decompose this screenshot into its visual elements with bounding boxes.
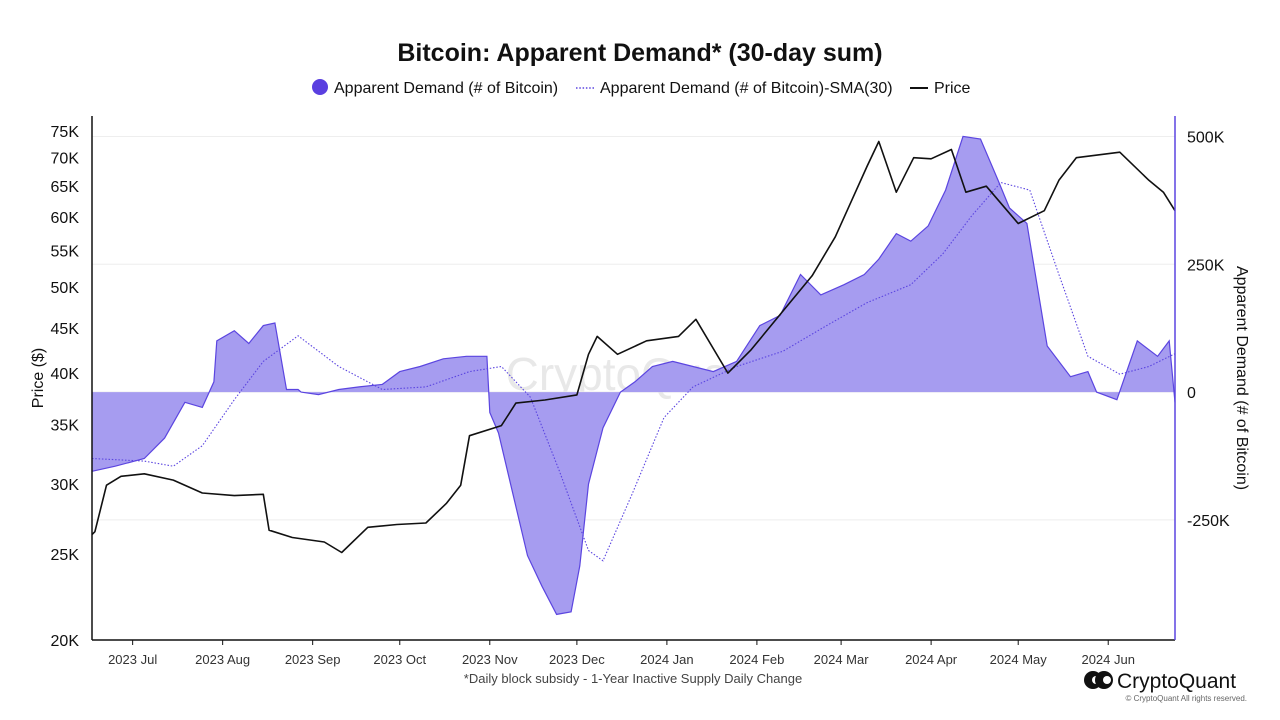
legend-demand-swatch — [312, 79, 328, 95]
right-tick-label-0: 500K — [1187, 129, 1225, 146]
legend-item-price: Price — [934, 80, 971, 97]
left-tick-label-50k: 50K — [51, 280, 80, 297]
footnote: *Daily block subsidy - 1-Year Inactive S… — [464, 671, 802, 686]
brand-logo: CryptoQuant — [1084, 670, 1236, 693]
x-tick-label-0: 2023 Jul — [108, 652, 157, 667]
x-tick-label-9: 2024 Apr — [905, 652, 958, 667]
legend: Apparent Demand (# of Bitcoin) Apparent … — [312, 79, 971, 97]
x-tick-label-7: 2024 Feb — [729, 652, 784, 667]
chart-title: Bitcoin: Apparent Demand* (30-day sum) — [397, 39, 882, 67]
series-layer — [91, 135, 1176, 616]
left-tick-label-60k: 60K — [51, 210, 80, 227]
x-tick-label-1: 2023 Aug — [195, 652, 250, 667]
sma-line — [91, 181, 1176, 562]
x-tick-label-10: 2024 May — [990, 652, 1048, 667]
x-tick-label-5: 2023 Dec — [549, 652, 605, 667]
legend-item-sma: Apparent Demand (# of Bitcoin)-SMA(30) — [600, 80, 893, 97]
left-tick-label-75k: 75K — [51, 124, 80, 141]
brand-name: CryptoQuant — [1117, 670, 1236, 693]
left-tick-label-45k: 45K — [51, 321, 80, 338]
x-tick-label-2: 2023 Sep — [285, 652, 341, 667]
left-axis-label: Price ($) — [30, 348, 47, 408]
x-tick-label-3: 2023 Oct — [373, 652, 426, 667]
right-tick-label-3: -250K — [1187, 513, 1230, 530]
axes — [91, 116, 1176, 641]
left-tick-label-70k: 70K — [51, 151, 80, 168]
x-tick-label-6: 2024 Jan — [640, 652, 694, 667]
left-tick-label-30k: 30K — [51, 477, 80, 494]
left-tick-label-55k: 55K — [51, 244, 80, 261]
x-tick-label-8: 2024 Mar — [814, 652, 870, 667]
right-axis-label: Apparent Demand (# of Bitcoin) — [1233, 266, 1250, 490]
left-tick-label-35k: 35K — [51, 418, 80, 435]
x-tick-label-4: 2023 Nov — [462, 652, 518, 667]
copyright-text: © CryptoQuant All rights reserved. — [1126, 694, 1248, 703]
cryptoquant-logo-icon — [1084, 671, 1113, 689]
left-axis-ticks: 20K 25K 30K 35K 40K 45K 50K 55K 60K 65K 70K 75K — [51, 124, 80, 650]
price-line — [91, 140, 1176, 554]
left-tick-label-25k: 25K — [51, 547, 80, 564]
right-tick-label-2: 0 — [1187, 385, 1196, 402]
x-axis-ticks: 2023 Jul 2023 Aug 2023 Sep 2023 Oct 2023 Nov… — [108, 640, 1135, 667]
demand-area — [92, 136, 1175, 615]
x-tick-label-11: 2024 Jun — [1081, 652, 1135, 667]
left-tick-label-20k: 20K — [51, 633, 80, 650]
legend-item-demand: Apparent Demand (# of Bitcoin) — [334, 80, 558, 97]
demand-line — [91, 135, 1176, 616]
left-tick-label-65k: 65K — [51, 179, 80, 196]
left-tick-label-40k: 40K — [51, 366, 80, 383]
right-axis-ticks: 500K 250K 0 -250K — [1187, 129, 1230, 529]
right-tick-label-1: 250K — [1187, 257, 1225, 274]
